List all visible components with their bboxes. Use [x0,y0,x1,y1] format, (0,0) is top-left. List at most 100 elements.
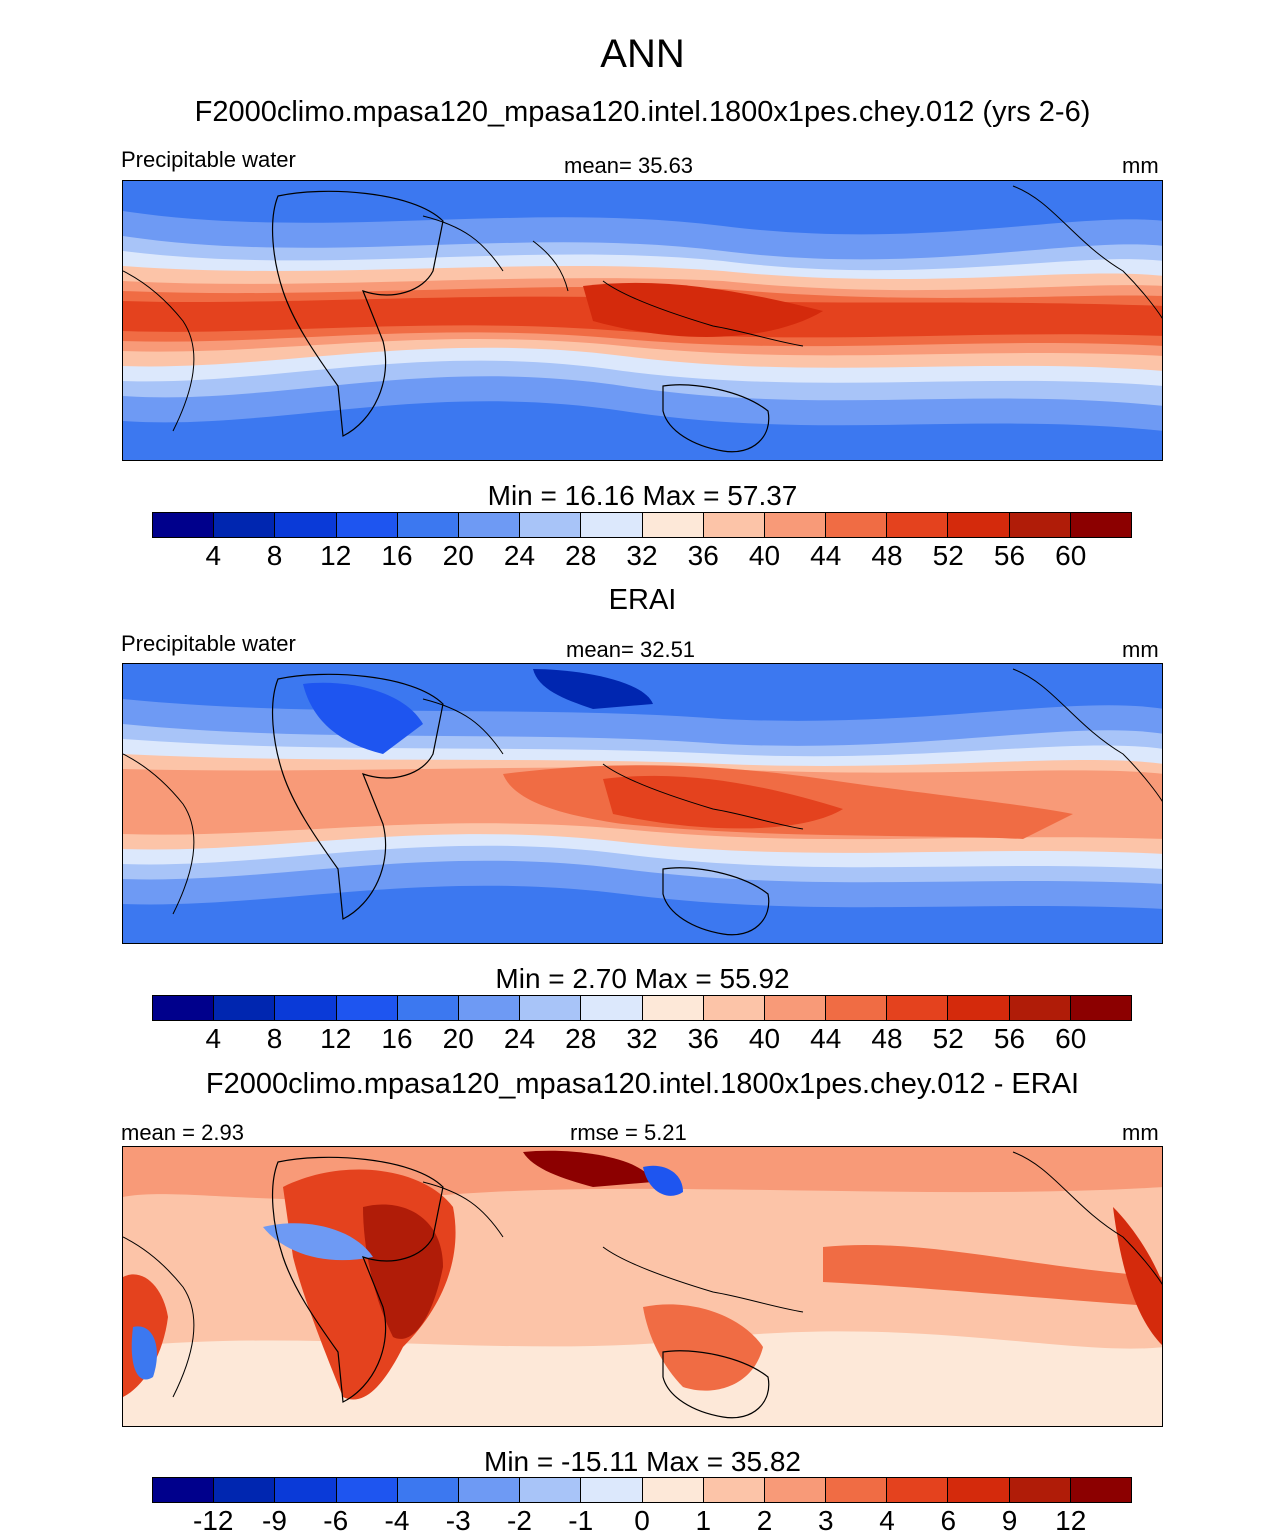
colorbar-swatch [642,1478,704,1502]
colorbar-swatch [764,1478,827,1502]
colorbar-swatch [1070,513,1131,537]
colorbar-tick-label: 28 [565,540,597,571]
colorbar-swatch [336,996,398,1020]
panel-1-units: mm [1122,153,1159,178]
colorbar-swatch [581,513,643,537]
colorbar-swatch [153,996,215,1020]
panel-2-variable-label: Precipitable water [121,631,296,656]
panel-3-colorbar [152,1477,1132,1503]
colorbar-swatch [887,1478,949,1502]
colorbar-tick-label: 4 [205,1023,222,1054]
panel-3-map [122,1146,1163,1427]
panel-1-colorbar [152,512,1132,538]
colorbar-swatch [581,996,643,1020]
colorbar-tick-label: 36 [687,540,719,571]
panel-1-variable-label: Precipitable water [121,147,296,172]
colorbar-swatch [826,1478,888,1502]
panel-3-colorbar-ticks: -12 -9 -6 -4 -3 -2 -1 0 1 2 3 4 6 9 12 [152,1505,1132,1539]
panel-3-minmax: Min = -15.11 Max = 35.82 [484,1446,801,1477]
colorbar-swatch [458,1478,521,1502]
colorbar-swatch [336,1478,398,1502]
colorbar-tick-label: 8 [266,540,283,571]
colorbar-tick-label: 0 [634,1505,650,1536]
colorbar-swatch [826,996,888,1020]
colorbar-swatch [642,996,704,1020]
colorbar-tick-label: 8 [266,1023,283,1054]
colorbar-tick-label: 12 [320,1023,352,1054]
colorbar-swatch [397,513,459,537]
colorbar-tick-label: 52 [932,540,964,571]
colorbar-tick-label: 6 [940,1505,957,1536]
colorbar-swatch [520,996,582,1020]
colorbar-swatch [887,996,949,1020]
panel-2-colorbar-ticks: 4 8 12 16 20 24 28 32 36 40 44 48 52 56 60 [152,1023,1132,1057]
colorbar-swatch [275,996,337,1020]
colorbar-tick-label: 56 [993,540,1026,571]
colorbar-tick-label: 60 [1055,1023,1087,1054]
panel-2-units: mm [1122,637,1159,662]
colorbar-swatch [887,513,949,537]
colorbar-tick-label: -4 [384,1505,410,1536]
colorbar-tick-label: 20 [442,540,474,571]
colorbar-tick-label: 16 [381,1023,413,1054]
colorbar-swatch [336,513,398,537]
colorbar-swatch [458,996,521,1020]
colorbar-swatch [703,1478,765,1502]
colorbar-swatch [397,1478,459,1502]
colorbar-swatch [642,513,704,537]
colorbar-swatch [397,996,459,1020]
panel-3-units: mm [1122,1120,1159,1145]
colorbar-tick-label: 1 [695,1505,712,1536]
colorbar-tick-label: 16 [381,540,413,571]
panel-1-title: F2000climo.mpasa120_mpasa120.intel.1800x… [194,96,1091,128]
panel-1-colorbar-ticks: 4 8 12 16 20 24 28 32 36 40 44 48 52 56 60 [152,540,1132,574]
panel-2-colorbar [152,995,1132,1021]
panel-3-mean-label: mean = 2.93 [121,1120,244,1145]
colorbar-tick-label: 36 [687,1023,719,1054]
colorbar-swatch [948,1478,1010,1502]
colorbar-tick-label: 40 [748,1023,781,1054]
colorbar-tick-label: 12 [1055,1505,1087,1536]
colorbar-swatch [826,513,888,537]
colorbar-tick-label: 60 [1055,540,1087,571]
colorbar-tick-label: 9 [1001,1505,1018,1536]
colorbar-swatch [581,1478,643,1502]
colorbar-swatch [703,996,765,1020]
colorbar-tick-label: 2 [756,1505,773,1536]
colorbar-tick-label: 12 [320,540,352,571]
colorbar-swatch [1070,1478,1131,1502]
colorbar-tick-label: 56 [993,1023,1026,1054]
colorbar-tick-label: 20 [442,1023,474,1054]
colorbar-tick-label: -3 [445,1505,471,1536]
colorbar-tick-label: -6 [323,1505,349,1536]
colorbar-tick-label: -1 [568,1505,594,1536]
colorbar-tick-label: 24 [503,540,536,571]
colorbar-swatch [948,513,1010,537]
colorbar-swatch [1070,996,1131,1020]
colorbar-tick-label: 52 [932,1023,964,1054]
colorbar-swatch [214,996,276,1020]
panel-2-minmax: Min = 2.70 Max = 55.92 [495,963,790,994]
colorbar-swatch [703,513,765,537]
colorbar-tick-label: 32 [626,1023,658,1054]
colorbar-swatch [1009,996,1071,1020]
colorbar-tick-label: 48 [871,540,903,571]
colorbar-tick-label: 24 [503,1023,536,1054]
colorbar-swatch [1009,513,1071,537]
colorbar-swatch [520,1478,582,1502]
panel-2-map [122,663,1163,944]
colorbar-swatch [214,513,276,537]
colorbar-tick-label: 40 [748,540,781,571]
colorbar-swatch [153,1478,215,1502]
colorbar-swatch [1009,1478,1071,1502]
panel-3-title: F2000climo.mpasa120_mpasa120.intel.1800x… [205,1068,1080,1100]
colorbar-tick-label: -2 [507,1505,532,1536]
figure-title: ANN [600,32,685,76]
panel-1-minmax: Min = 16.16 Max = 57.37 [487,480,798,511]
colorbar-tick-label: 3 [817,1505,834,1536]
colorbar-swatch [153,513,215,537]
colorbar-swatch [275,513,337,537]
colorbar-tick-label: 44 [810,1023,842,1054]
colorbar-tick-label: 4 [205,540,222,571]
panel-1-map [122,180,1163,461]
